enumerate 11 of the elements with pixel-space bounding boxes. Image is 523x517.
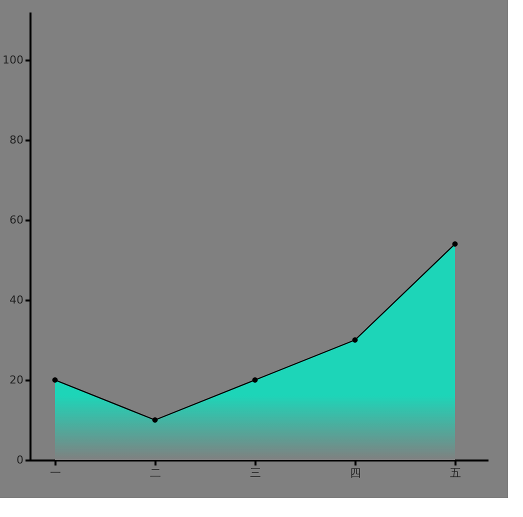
y-tick-label: 100 [2, 54, 24, 66]
x-tick-label: 四 [350, 466, 361, 480]
x-tick-label: 二 [150, 466, 161, 480]
y-tick-label: 40 [10, 294, 24, 306]
x-tick-label: 三 [250, 466, 261, 480]
x-tick-label: 一 [50, 466, 61, 480]
y-tick-label: 60 [10, 214, 24, 226]
y-tick-label: 80 [10, 134, 24, 146]
x-tick-label: 五 [450, 466, 461, 480]
y-tick-label: 0 [16, 454, 24, 466]
y-tick-label: 20 [10, 374, 24, 386]
